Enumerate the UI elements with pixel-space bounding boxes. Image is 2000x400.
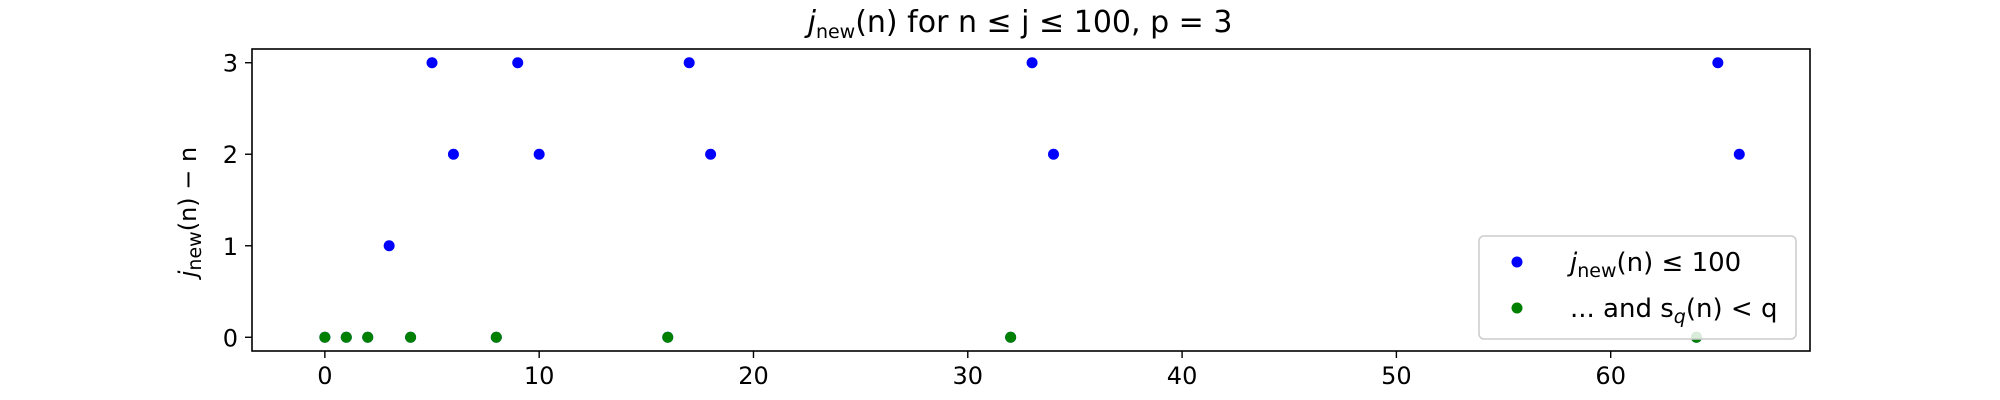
x-tick-label: 0	[317, 362, 332, 390]
data-point-series-0	[383, 240, 395, 252]
legend-label-series-0: jnew(n) ≤ 100	[1567, 248, 1741, 282]
y-tick-label: 3	[223, 50, 238, 78]
data-point-series-0	[1026, 57, 1038, 69]
x-tick-label: 40	[1167, 362, 1198, 390]
x-tick-label: 20	[738, 362, 769, 390]
data-point-series-0	[1712, 57, 1724, 69]
data-point-series-0	[447, 148, 459, 160]
x-tick-label: 30	[953, 362, 984, 390]
legend: jnew(n) ≤ 100 ... and sq(n) < q	[1478, 235, 1797, 340]
data-point-series-1	[405, 331, 417, 343]
x-tick-label: 10	[524, 362, 555, 390]
data-point-series-1	[340, 331, 352, 343]
plot-area-frame	[251, 48, 1811, 352]
y-tick-label: 2	[223, 141, 238, 169]
y-tick-label: 1	[223, 233, 238, 261]
y-axis-label: jnew(n) − n	[174, 147, 206, 280]
chart-title: jnew(n) for n ≤ j ≤ 100, p = 3	[804, 5, 1233, 43]
data-point-series-1	[362, 331, 374, 343]
legend-box	[1478, 235, 1797, 340]
data-point-series-0	[512, 57, 524, 69]
y-tick-label: 0	[223, 324, 238, 352]
legend-marker-series-0	[1511, 256, 1523, 268]
x-tick-label: 60	[1595, 362, 1626, 390]
legend-marker-series-1	[1511, 302, 1523, 314]
data-point-series-0	[683, 57, 695, 69]
data-point-series-1	[662, 331, 674, 343]
data-point-series-0	[533, 148, 545, 160]
data-point-series-1	[490, 331, 502, 343]
data-point-series-1	[319, 331, 331, 343]
data-point-series-0	[426, 57, 438, 69]
data-point-series-0	[1733, 148, 1745, 160]
data-point-series-1	[1005, 331, 1017, 343]
data-point-series-0	[1048, 148, 1060, 160]
axis-ticks: 0 10 20 30 40 50 60 0 1 2 3	[223, 50, 1626, 390]
legend-label-series-1: ... and sq(n) < q	[1570, 294, 1777, 328]
data-point-series-0	[705, 148, 717, 160]
x-tick-label: 50	[1381, 362, 1412, 390]
